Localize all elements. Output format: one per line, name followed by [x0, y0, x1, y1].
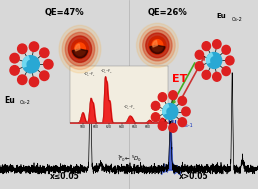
Text: x>0.05: x>0.05 — [179, 172, 208, 181]
Text: QE=47%: QE=47% — [45, 8, 84, 17]
Text: Cs-2: Cs-2 — [19, 100, 30, 105]
Text: $^5\!D_0\!\cdot\!^7\!F_1$: $^5\!D_0\!\cdot\!^7\!F_1$ — [83, 71, 96, 79]
Circle shape — [158, 122, 167, 130]
Circle shape — [207, 53, 222, 68]
Text: $^5\!D_0\!\cdot\!^7\!F_3$: $^5\!D_0\!\cdot\!^7\!F_3$ — [123, 104, 135, 112]
Circle shape — [40, 71, 49, 81]
Circle shape — [169, 123, 177, 132]
Circle shape — [178, 118, 187, 127]
Text: $^5\!D_0\!\cdot\!^7\!F_4$: $^5\!D_0\!\cdot\!^7\!F_4$ — [150, 106, 163, 114]
Text: Eu: Eu — [4, 96, 15, 105]
Circle shape — [146, 33, 169, 58]
Wedge shape — [23, 56, 29, 67]
Circle shape — [202, 42, 211, 50]
Circle shape — [10, 66, 19, 75]
Circle shape — [40, 48, 49, 57]
Circle shape — [62, 29, 98, 69]
Circle shape — [213, 72, 221, 81]
Circle shape — [44, 60, 53, 69]
Circle shape — [10, 53, 19, 63]
Wedge shape — [207, 53, 213, 63]
Circle shape — [202, 70, 211, 79]
Circle shape — [222, 45, 230, 54]
Circle shape — [22, 56, 39, 73]
Circle shape — [151, 113, 160, 122]
Wedge shape — [150, 45, 165, 53]
Circle shape — [75, 43, 85, 55]
Circle shape — [136, 23, 178, 67]
Wedge shape — [72, 49, 88, 58]
Circle shape — [182, 107, 190, 116]
Circle shape — [68, 36, 92, 62]
Text: x≤0.05: x≤0.05 — [50, 172, 79, 181]
Circle shape — [149, 36, 166, 54]
Circle shape — [213, 40, 221, 49]
Circle shape — [152, 40, 163, 51]
Circle shape — [143, 30, 172, 61]
Text: Eu: Eu — [168, 119, 178, 125]
Circle shape — [71, 40, 88, 59]
Circle shape — [140, 26, 175, 64]
Circle shape — [195, 62, 204, 70]
Circle shape — [29, 42, 39, 51]
Wedge shape — [163, 104, 169, 114]
Circle shape — [18, 75, 27, 84]
Circle shape — [158, 93, 167, 101]
Circle shape — [178, 96, 187, 105]
Text: Cs-1: Cs-1 — [183, 123, 194, 128]
Circle shape — [226, 56, 234, 65]
Wedge shape — [75, 44, 80, 51]
Text: ET: ET — [172, 74, 187, 84]
Circle shape — [29, 77, 39, 87]
Text: Cs-2: Cs-2 — [232, 17, 243, 22]
Text: $^7\!F_0\!\leftarrow\,^5\!D_0$: $^7\!F_0\!\leftarrow\,^5\!D_0$ — [117, 154, 141, 164]
Circle shape — [222, 67, 230, 76]
Circle shape — [151, 101, 160, 110]
Text: QE=26%: QE=26% — [148, 8, 188, 17]
Text: Eu: Eu — [217, 13, 227, 19]
Circle shape — [163, 104, 178, 119]
Wedge shape — [153, 40, 157, 47]
Circle shape — [169, 91, 177, 100]
Circle shape — [59, 25, 101, 73]
Circle shape — [65, 32, 95, 66]
Text: $^5\!D_0\!\cdot\!^7\!F_2$: $^5\!D_0\!\cdot\!^7\!F_2$ — [100, 68, 113, 76]
Circle shape — [18, 44, 27, 53]
Circle shape — [195, 50, 204, 59]
